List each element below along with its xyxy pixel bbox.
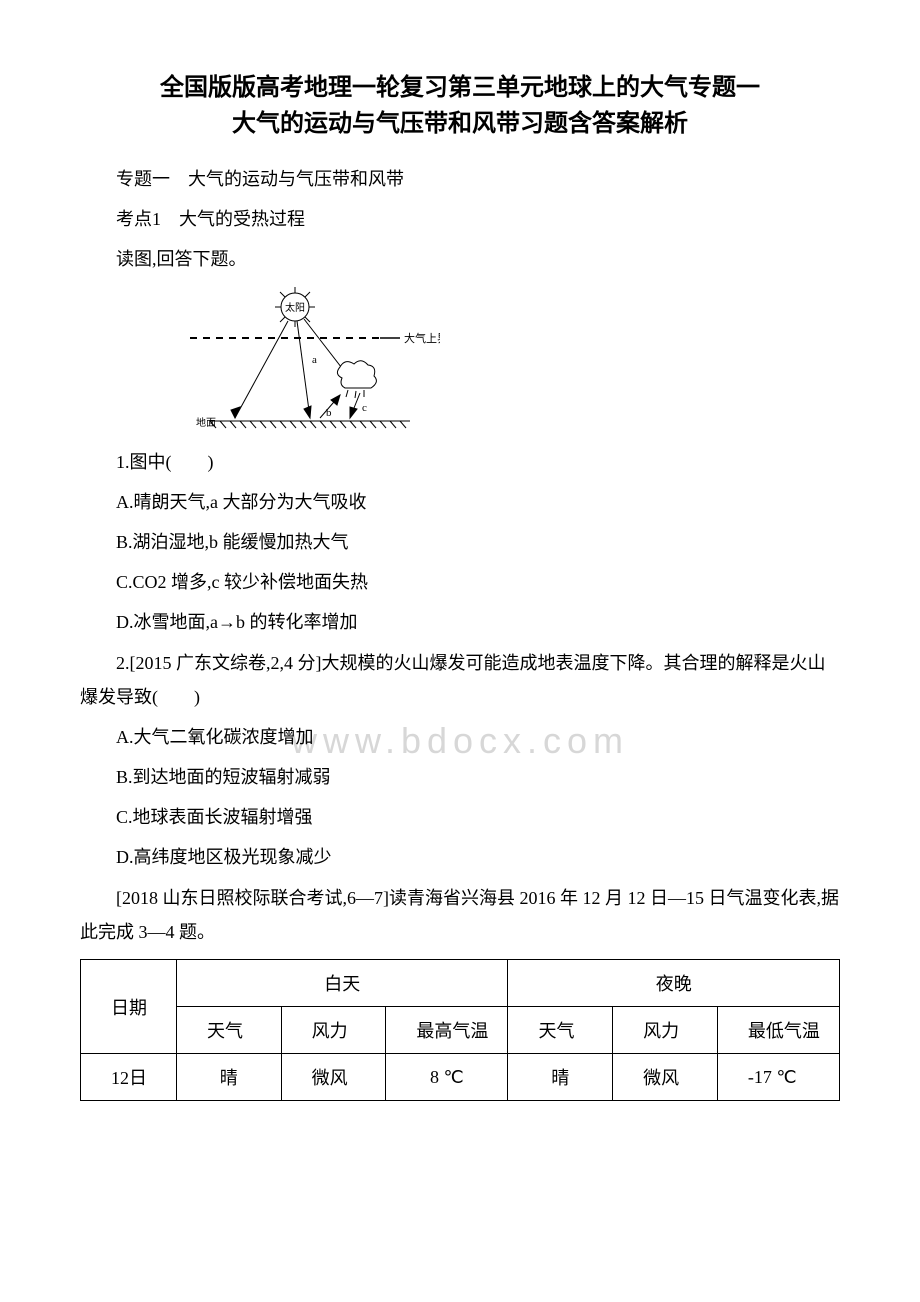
diagram-wrap: 太阳 大气上界 [180,283,840,433]
r1-night-f: 微风 [613,1054,718,1101]
arrow-b-label: b [326,407,332,419]
atmos-label: 大气上界 [404,331,440,345]
page-content: 全国版版高考地理一轮复习第三单元地球上的大气专题一 大气的运动与气压带和风带习题… [80,70,840,1101]
hdr-night: 夜晚 [508,960,840,1007]
temperature-table: 日期 白天 夜晚 天气 风力 最高气温 天气 风力 最低气温 12日 晴 微风 … [80,959,840,1101]
q1-option-a: A.晴朗天气,a 大部分为大气吸收 [80,485,840,519]
hdr-day: 白天 [176,960,508,1007]
r1-night-w: 晴 [508,1054,613,1101]
q1-option-c: C.CO2 增多,c 较少补偿地面失热 [80,565,840,599]
sub-night-wind: 风力 [613,1007,718,1054]
topic-1: 考点1 大气的受热过程 [80,202,840,236]
title-line-1: 全国版版高考地理一轮复习第三单元地球上的大气专题一 [80,70,840,106]
sub-night-weather: 天气 [508,1007,613,1054]
q1-option-b: B.湖泊湿地,b 能缓慢加热大气 [80,525,840,559]
sun-label: 太阳 [285,301,305,314]
sub-day-wind: 风力 [281,1007,386,1054]
sub-night-min: 最低气温 [717,1007,839,1054]
ground-label: 地面 [196,416,216,429]
page-title: 全国版版高考地理一轮复习第三单元地球上的大气专题一 大气的运动与气压带和风带习题… [80,70,840,142]
prompt-1: 读图,回答下题。 [80,242,840,276]
sun-ground-diagram: 太阳 大气上界 [180,283,440,433]
title-line-2: 大气的运动与气压带和风带习题含答案解析 [80,106,840,142]
hdr-date: 日期 [81,960,177,1054]
q3-intro: [2018 山东日照校际联合考试,6—7]读青海省兴海县 2016 年 12 月… [80,881,840,949]
q1-stem: 1.图中( ) [80,445,840,479]
r1-day-t: 8 ℃ [386,1054,508,1101]
r1-day-w: 晴 [176,1054,281,1101]
table-row: 天气 风力 最高气温 天气 风力 最低气温 [81,1007,840,1054]
sub-day-max: 最高气温 [386,1007,508,1054]
sub-day-weather: 天气 [176,1007,281,1054]
q2-option-d: D.高纬度地区极光现象减少 [80,840,840,874]
r1-date: 12日 [81,1054,177,1101]
q1-option-d: D.冰雪地面,a→b 的转化率增加 [80,605,840,639]
q2-option-c: C.地球表面长波辐射增强 [80,800,840,834]
r1-night-t: -17 ℃ [717,1054,839,1101]
q2-option-a: A.大气二氧化碳浓度增加 [80,720,840,754]
q2-stem: 2.[2015 广东文综卷,2,4 分]大规模的火山爆发可能造成地表温度下降。其… [80,646,840,714]
table-row: 日期 白天 夜晚 [81,960,840,1007]
table-row: 12日 晴 微风 8 ℃ 晴 微风 -17 ℃ [81,1054,840,1101]
subject-line: 专题一 大气的运动与气压带和风带 [80,162,840,196]
q2-option-b: B.到达地面的短波辐射减弱 [80,760,840,794]
arrow-c-label: c [362,402,367,414]
arrow-a-label: a [312,354,317,366]
r1-day-f: 微风 [281,1054,386,1101]
